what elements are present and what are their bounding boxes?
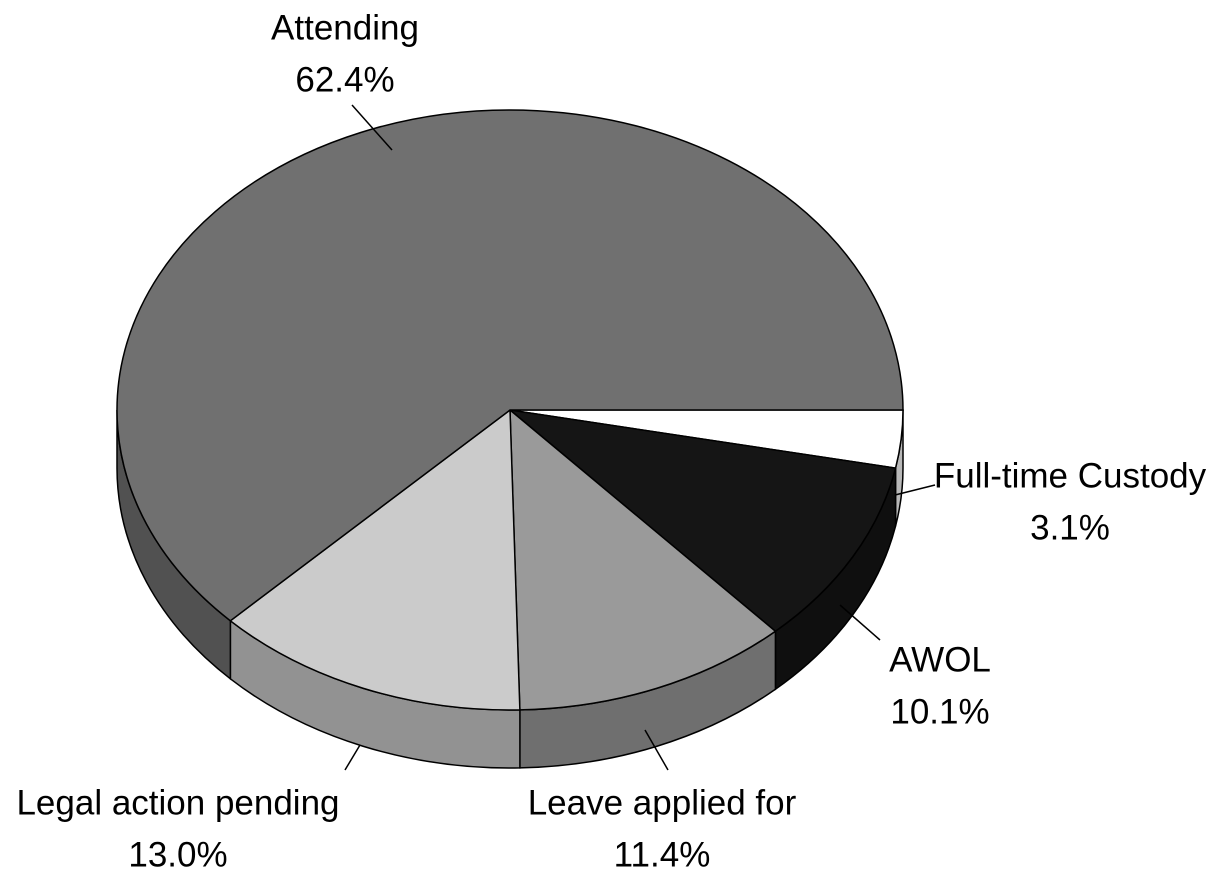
slice-value-label: 3.1% — [1030, 508, 1110, 547]
slice — [507, 408, 897, 633]
slice-value-label: 13.0% — [128, 835, 227, 874]
slice-value-label: 10.1% — [890, 692, 989, 731]
slice — [116, 109, 904, 622]
slice — [509, 408, 777, 711]
slice-label: AWOL — [889, 640, 991, 679]
leader-line — [839, 604, 881, 641]
slice-label: Leave applied for — [528, 783, 797, 822]
slice-label: Legal action pending — [16, 783, 339, 822]
labels: Full-time Custody 3.1% AWOL 10.1% Leave appl… — [16, 8, 1206, 874]
slice-label: Full-time Custody — [934, 456, 1207, 495]
slice-value-label: 11.4% — [614, 835, 711, 874]
leader-line — [344, 744, 361, 771]
leader-line — [351, 104, 393, 151]
pie-tops — [116, 109, 904, 711]
leader-lines — [344, 104, 936, 771]
leader-line — [894, 484, 936, 496]
leader-line — [644, 729, 669, 771]
slice-label: Attending — [271, 8, 419, 47]
slice-value-label: 62.4% — [295, 60, 394, 99]
slice — [229, 408, 521, 711]
